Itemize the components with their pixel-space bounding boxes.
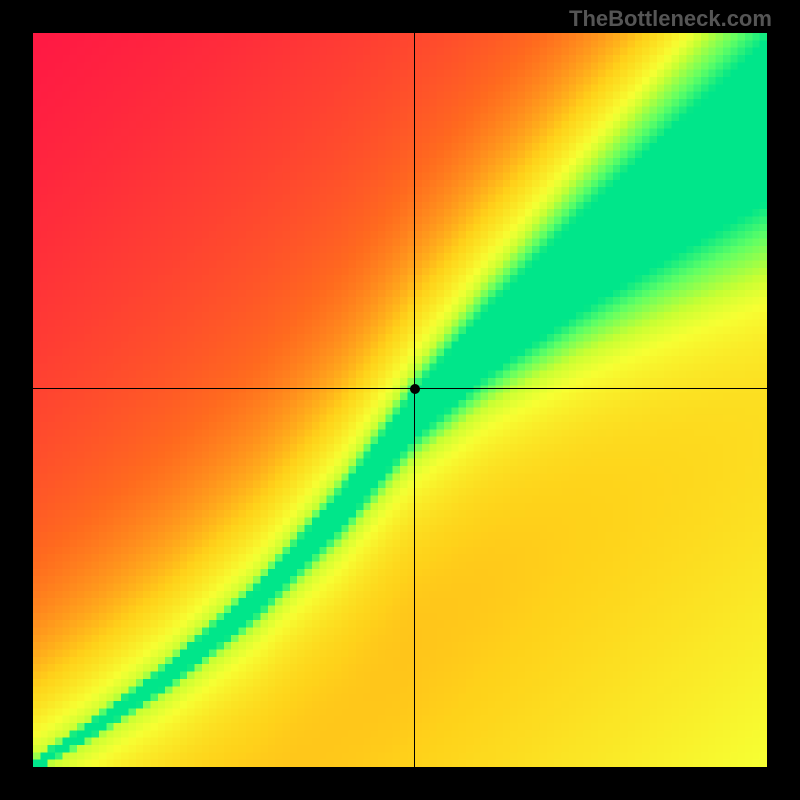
crosshair-center-dot <box>410 384 420 394</box>
crosshair-vertical <box>414 33 415 767</box>
bottleneck-heatmap <box>33 33 767 767</box>
watermark-text: TheBottleneck.com <box>569 6 772 32</box>
crosshair-horizontal <box>33 388 767 389</box>
